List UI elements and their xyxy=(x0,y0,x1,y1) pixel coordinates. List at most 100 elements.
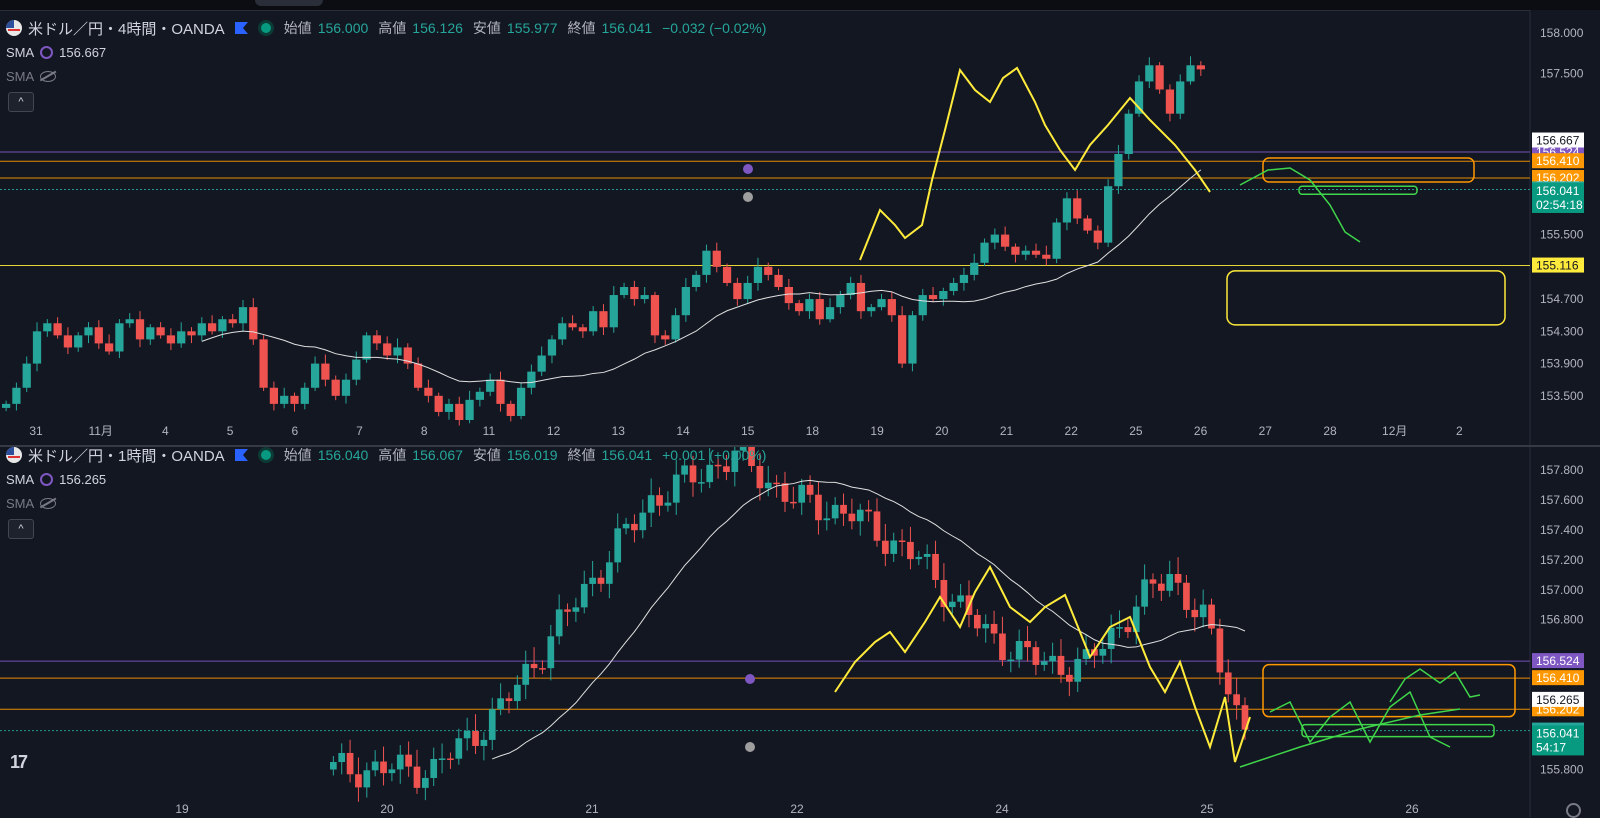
candle-body xyxy=(630,286,639,300)
refresh-icon[interactable] xyxy=(40,45,54,59)
candle-body xyxy=(1183,582,1190,610)
candle-body xyxy=(505,698,513,702)
x-tick-label: 28 xyxy=(1323,424,1337,438)
x-tick-label: 24 xyxy=(995,802,1009,816)
refresh-icon[interactable] xyxy=(40,472,54,486)
candle-body xyxy=(940,579,948,608)
candle-body xyxy=(748,447,755,466)
candle-body xyxy=(970,262,979,275)
candle-body xyxy=(321,363,330,380)
candle-body xyxy=(1233,694,1240,706)
collapse-legend-button[interactable]: ^ xyxy=(8,519,34,539)
collapse-legend-button[interactable]: ^ xyxy=(8,92,34,112)
x-tick-label: 22 xyxy=(790,802,804,816)
candle-body xyxy=(702,250,711,275)
candle-body xyxy=(939,291,948,300)
symbol-title[interactable]: 米ドル／円・4時間・OANDA xyxy=(28,20,225,38)
candle-body xyxy=(733,282,742,300)
candle-body xyxy=(125,319,134,324)
candle-body xyxy=(949,282,958,292)
price-badge-countdown: 54:17 xyxy=(1536,740,1566,754)
candle-body xyxy=(639,512,647,531)
candle-body xyxy=(396,754,404,770)
candle-body xyxy=(472,730,479,746)
candle-body xyxy=(300,387,309,404)
candle-body xyxy=(714,464,722,467)
low-label: 安値 xyxy=(472,20,501,36)
price-badge xyxy=(1532,257,1584,273)
candle-body xyxy=(578,327,587,332)
open-label: 始値 xyxy=(283,20,312,36)
sma-row-2[interactable]: SMA xyxy=(6,491,766,515)
candle-body xyxy=(599,311,608,328)
candle-body xyxy=(915,556,923,560)
candle-body xyxy=(1057,655,1065,675)
sma-row-2[interactable]: SMA xyxy=(6,64,766,88)
sma-row-1[interactable]: SMA 156.265 xyxy=(6,467,766,491)
chart-4h-svg[interactable]: 158.000 157.500 155.500 154.700 154.300 153.9… xyxy=(0,10,1600,445)
alert-marker xyxy=(743,192,753,202)
candle-body xyxy=(836,295,845,308)
candle-body xyxy=(564,609,571,612)
candle-body xyxy=(848,513,856,522)
sma-label: SMA xyxy=(6,68,35,84)
eye-hidden-icon[interactable] xyxy=(40,70,57,82)
chart-pane-1h[interactable]: 157.800 157.600 157.400 157.200 157.000 156.8… xyxy=(0,447,1600,817)
gear-icon[interactable] xyxy=(1566,803,1581,818)
price-badge-label: 156.524 xyxy=(1536,654,1580,668)
sma-value: 156.667 xyxy=(59,44,107,60)
candle-body xyxy=(465,399,474,420)
symbol-row: 米ドル／円・4時間・OANDA 始値 156.000 高値 156.126 安値 15… xyxy=(6,16,766,40)
x-tick-label: 26 xyxy=(1194,424,1208,438)
candle-body xyxy=(764,266,773,275)
tradingview-logo[interactable]: 17 xyxy=(10,752,28,772)
candle-body xyxy=(475,391,484,400)
candle-body xyxy=(815,494,822,521)
forecast-path-line xyxy=(1269,690,1451,748)
candle-body xyxy=(1155,65,1164,90)
flag-icon[interactable] xyxy=(234,22,248,34)
flag-icon[interactable] xyxy=(234,449,248,461)
candle-body xyxy=(1124,627,1132,633)
sma-line xyxy=(492,479,1246,760)
candle-body xyxy=(1186,65,1195,82)
candle-body xyxy=(1224,672,1232,695)
candle-body xyxy=(352,359,361,380)
candle-body xyxy=(530,663,538,669)
target-zone-box xyxy=(1226,270,1506,326)
candle-body xyxy=(681,465,688,475)
forecast-path-line xyxy=(1389,668,1481,703)
candle-body xyxy=(1141,579,1148,607)
candle-body xyxy=(413,766,421,788)
candle-body xyxy=(480,739,488,746)
symbol-title[interactable]: 米ドル／円・1時間・OANDA xyxy=(28,447,225,465)
candle-body xyxy=(380,761,387,774)
candle-body xyxy=(1124,113,1133,154)
sma-row-1[interactable]: SMA 156.667 xyxy=(6,40,766,64)
alert-marker xyxy=(743,164,753,174)
candle-body xyxy=(74,335,83,348)
candle-body xyxy=(887,299,896,316)
eye-hidden-icon[interactable] xyxy=(40,497,57,509)
candle-body xyxy=(1082,649,1090,659)
candle-body xyxy=(537,355,546,372)
candle-body xyxy=(43,323,52,332)
candle-body xyxy=(692,274,701,287)
candle-body xyxy=(388,769,396,774)
x-tick-label: 7 xyxy=(356,424,363,438)
candle-body xyxy=(1032,647,1040,665)
toolbar-tab[interactable] xyxy=(255,0,323,6)
candle-body xyxy=(539,668,546,670)
legend-1h: 米ドル／円・1時間・OANDA 始値 156.040 高値 156.067 安値 15… xyxy=(6,447,766,515)
candle-body xyxy=(882,540,889,554)
chart-pane-4h[interactable]: 158.000 157.500 155.500 154.700 154.300 153.9… xyxy=(0,10,1600,445)
chart-1h-svg[interactable]: 157.800 157.600 157.400 157.200 157.000 156.8… xyxy=(0,447,1600,817)
candle-body xyxy=(856,282,866,312)
x-tick-label: 12 xyxy=(547,424,561,438)
market-status-icon xyxy=(257,447,274,463)
candle-body xyxy=(1049,655,1056,662)
candle-body xyxy=(572,607,580,612)
pane-separator[interactable] xyxy=(0,445,1600,447)
candle-body xyxy=(383,343,392,356)
top-toolbar xyxy=(0,0,1600,11)
